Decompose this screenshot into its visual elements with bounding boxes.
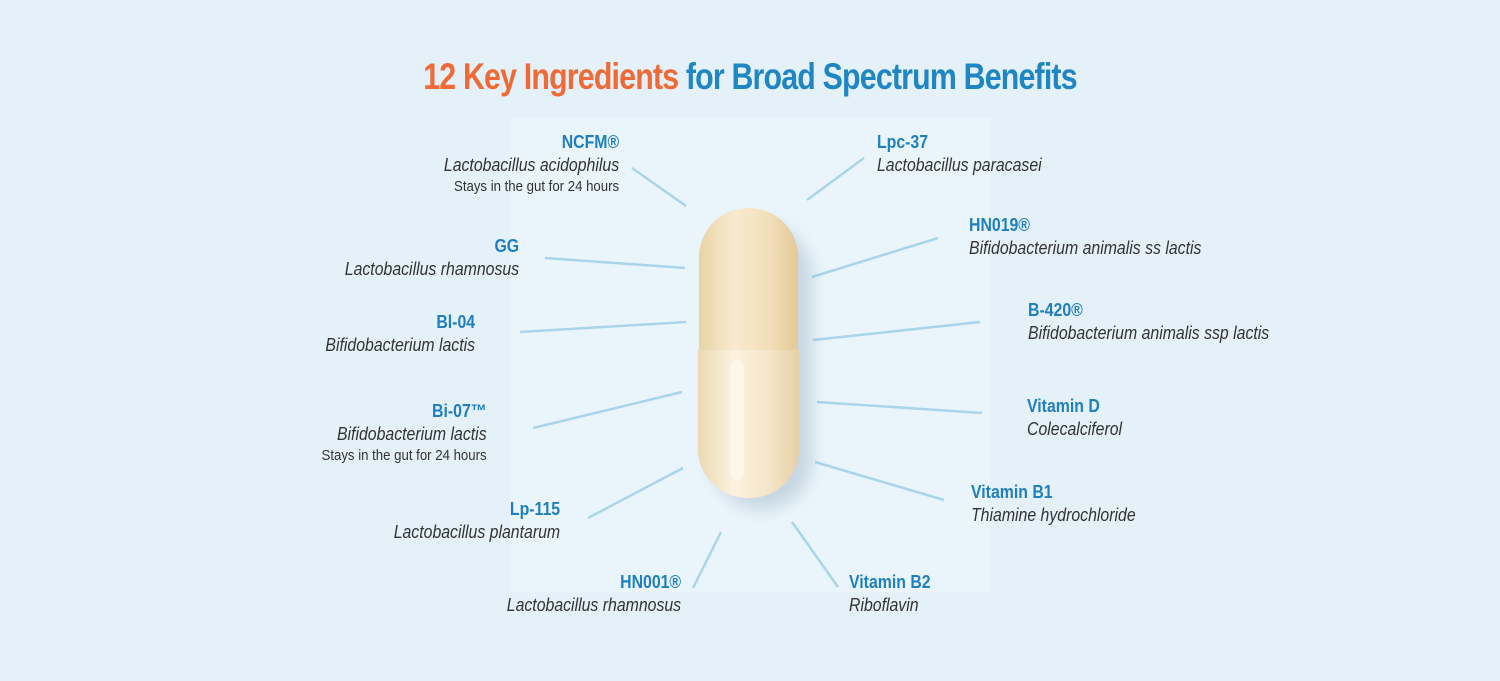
ingredient-species: Lactobacillus plantarum <box>393 522 560 542</box>
ingredient-species: Bifidobacterium animalis ss lactis <box>969 238 1202 258</box>
ingredient-label: HN019® Bifidobacterium animalis ss lactis <box>969 214 1201 260</box>
ingredient-species: Bifidobacterium lactis <box>337 424 487 444</box>
connector-lines <box>519 156 983 589</box>
ingredient-name: Bi-07™ <box>432 401 487 421</box>
ingredient-species: Bifidobacterium lactis <box>325 335 475 355</box>
ingredient-species: Lactobacillus rhamnosus <box>344 259 519 279</box>
title-rest: for Broad Spectrum Benefits <box>685 56 1078 97</box>
ingredient-note: Stays in the gut for 24 hours <box>453 178 619 195</box>
ingredient-label: Vitamin D Colecalciferol <box>1027 395 1122 441</box>
ingredient-species: Lactobacillus acidophilus <box>443 155 619 175</box>
ingredient-name: Vitamin B2 <box>849 572 931 592</box>
ingredient-species: Riboflavin <box>849 595 919 615</box>
ingredient-label: GG Lactobacillus rhamnosus <box>345 235 519 281</box>
ingredient-name: Lpc-37 <box>877 132 929 152</box>
ingredient-label: Bl-04 Bifidobacterium lactis <box>325 311 475 357</box>
ingredient-label: B-420® Bifidobacterium animalis ssp lacti… <box>1028 299 1269 345</box>
ingredient-name: HN001® <box>620 572 681 592</box>
ingredient-name: HN019® <box>969 215 1030 235</box>
capsule <box>698 208 812 510</box>
title: 12 Key Ingredients for Broad Spectrum Be… <box>135 56 1365 98</box>
ingredient-name: GG <box>494 236 519 256</box>
ingredient-note: Stays in the gut for 24 hours <box>321 447 487 464</box>
ingredient-label: Lp-115 Lactobacillus plantarum <box>394 498 560 544</box>
ingredient-name: Vitamin B1 <box>971 482 1053 502</box>
ingredient-species: Thiamine hydrochloride <box>971 505 1136 525</box>
ingredient-name: B-420® <box>1028 300 1083 320</box>
ingredient-label: HN001® Lactobacillus rhamnosus <box>507 571 681 617</box>
title-highlight: 12 Key Ingredients <box>423 56 679 97</box>
ingredient-species: Bifidobacterium animalis ssp lactis <box>1028 323 1270 343</box>
ingredient-species: Lactobacillus paracasei <box>877 155 1042 175</box>
ingredient-name: Vitamin D <box>1027 396 1100 416</box>
ingredient-species: Lactobacillus rhamnosus <box>506 595 681 615</box>
ingredient-name: NCFM® <box>561 132 619 152</box>
ingredient-label: Vitamin B2 Riboflavin <box>849 571 931 617</box>
ingredient-name: Bl-04 <box>436 312 475 332</box>
ingredient-label: Vitamin B1 Thiamine hydrochloride <box>971 481 1136 527</box>
ingredient-label: NCFM® Lactobacillus acidophilus Stays in t… <box>444 131 619 197</box>
ingredient-label: Bi-07™ Bifidobacterium lactis Stays in the… <box>322 400 487 466</box>
ingredient-label: Lpc-37 Lactobacillus paracasei <box>877 131 1042 177</box>
ingredient-species: Colecalciferol <box>1027 419 1123 439</box>
ingredient-name: Lp-115 <box>509 499 560 519</box>
